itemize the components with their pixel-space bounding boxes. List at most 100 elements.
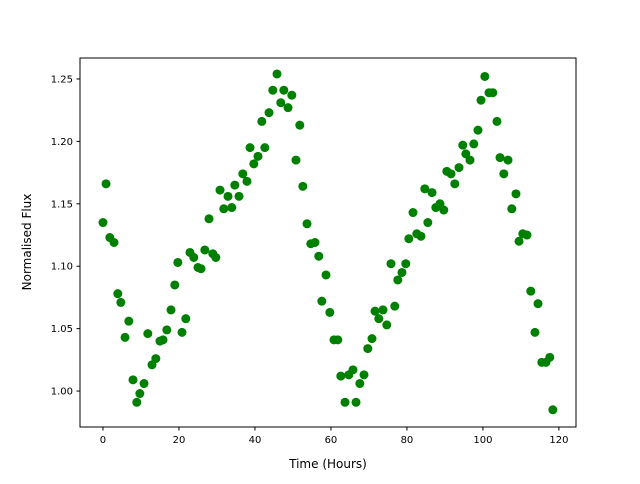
data-point [439, 205, 449, 215]
x-tick-label: 100 [473, 435, 492, 446]
data-point [135, 389, 145, 399]
y-tick-label: 1.10 [51, 262, 73, 273]
data-point [488, 88, 498, 98]
data-point [401, 259, 411, 269]
x-tick-label: 40 [249, 435, 262, 446]
data-point [336, 371, 346, 381]
data-point [397, 267, 407, 277]
data-point [503, 155, 513, 165]
x-tick-label: 120 [549, 435, 568, 446]
x-tick-label: 0 [100, 435, 106, 446]
x-axis-label: Time (Hours) [288, 457, 367, 471]
data-point [253, 151, 263, 161]
data-point [298, 181, 308, 191]
data-point [189, 252, 199, 262]
data-point [416, 231, 426, 241]
data-point [98, 218, 108, 228]
data-point [128, 375, 138, 385]
y-axis-ticks: 1.00 1.05 1.10 1.15 1.20 1.25 [51, 74, 80, 398]
y-tick-label: 1.15 [51, 199, 73, 210]
data-point [355, 379, 365, 389]
y-axis-label: Normalised Flux [20, 194, 34, 291]
data-point [223, 191, 233, 201]
data-point [340, 397, 350, 407]
data-point [469, 139, 479, 149]
data-point [450, 179, 460, 189]
data-point [143, 329, 153, 339]
data-point [245, 143, 255, 153]
data-point [446, 169, 456, 179]
data-point [295, 120, 305, 130]
data-point [227, 203, 237, 213]
data-point [492, 116, 502, 126]
data-point [348, 365, 358, 375]
data-point [151, 354, 161, 364]
data-point [287, 90, 297, 100]
data-point [480, 71, 490, 81]
data-point [276, 98, 286, 108]
y-tick-label: 1.05 [51, 324, 73, 335]
data-point [113, 289, 123, 299]
data-point [219, 204, 229, 214]
y-tick-label: 1.20 [51, 137, 73, 148]
data-point [458, 140, 468, 150]
data-point [526, 286, 536, 296]
data-point [109, 238, 119, 247]
y-tick-label: 1.25 [51, 74, 73, 85]
data-point [408, 208, 418, 218]
data-point [533, 299, 543, 309]
data-point [378, 305, 388, 315]
data-point [242, 176, 252, 186]
data-point [530, 327, 540, 337]
data-point [545, 352, 555, 362]
x-tick-label: 20 [173, 435, 186, 446]
data-point [454, 163, 464, 173]
data-point [302, 219, 312, 229]
data-point [386, 259, 396, 269]
data-point [370, 306, 380, 316]
data-point [132, 397, 142, 407]
data-point [511, 189, 521, 199]
data-point [427, 188, 437, 198]
x-tick-label: 60 [325, 435, 338, 446]
data-point [382, 320, 392, 330]
data-point [310, 238, 320, 247]
data-point [177, 327, 187, 337]
x-axis-ticks: 0 20 40 60 80 100 120 [100, 427, 568, 446]
data-point [139, 379, 149, 389]
data-point [272, 69, 282, 79]
y-tick-label: 1.00 [51, 387, 73, 398]
data-point [351, 397, 361, 407]
data-point [234, 191, 244, 201]
data-point [120, 332, 130, 342]
data-point [499, 169, 509, 179]
data-point [249, 159, 259, 169]
axes-frame [79, 57, 577, 428]
data-point [181, 314, 191, 324]
data-point [162, 325, 172, 335]
data-point [215, 185, 225, 195]
data-point [476, 95, 486, 105]
data-point [514, 236, 524, 246]
data-point [196, 264, 206, 274]
data-point [495, 153, 505, 163]
data-point [260, 143, 270, 153]
data-point [291, 155, 301, 165]
data-point [404, 234, 414, 244]
data-point [333, 335, 343, 345]
data-point [211, 252, 221, 262]
data-point [257, 116, 267, 126]
data-point [420, 184, 430, 194]
data-point [473, 125, 483, 135]
data-point [393, 275, 403, 285]
data-point [325, 307, 335, 317]
data-point [158, 335, 168, 345]
data-point [173, 257, 183, 267]
data-point [170, 280, 180, 290]
data-point [166, 305, 176, 315]
data-point [230, 180, 240, 190]
data-point [264, 108, 274, 118]
data-point [374, 314, 384, 324]
